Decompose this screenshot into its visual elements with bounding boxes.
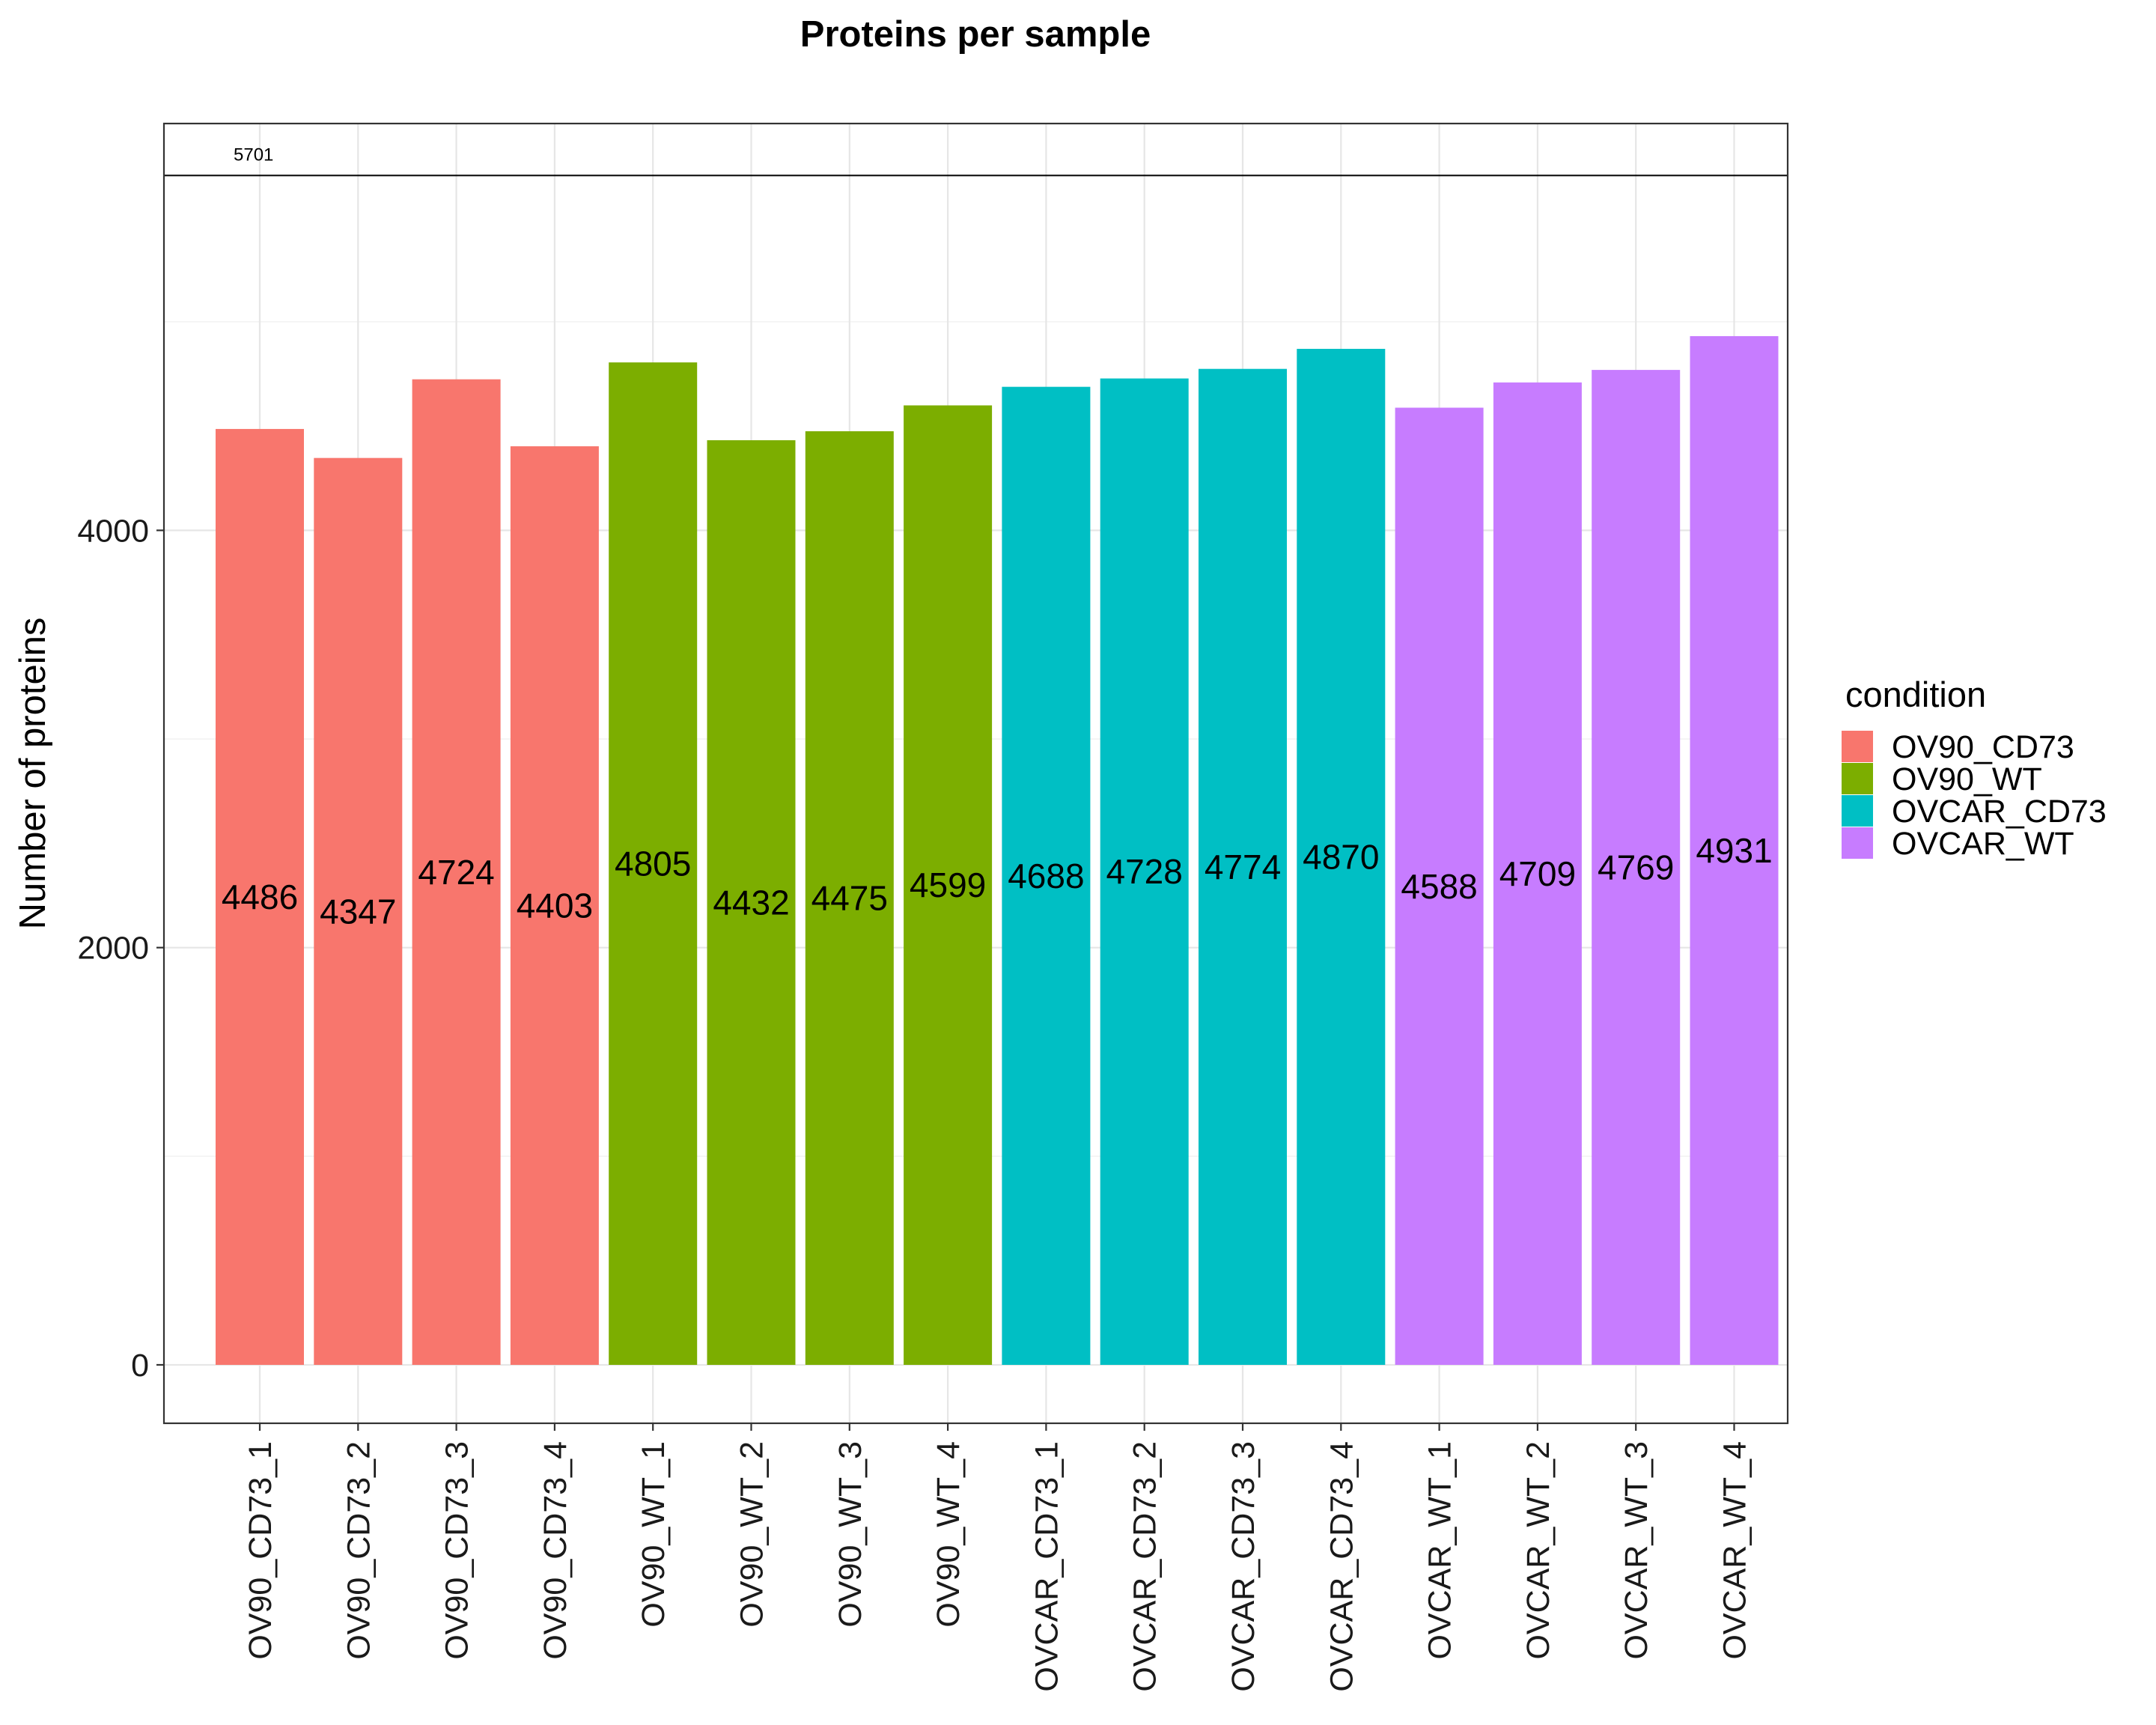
reference-line-label: 5701	[234, 144, 273, 165]
chart-title: Proteins per sample	[800, 14, 1151, 55]
y-tick-label: 2000	[77, 931, 149, 967]
bar-value-label: 4403	[517, 886, 593, 925]
plot-panel-border	[162, 122, 1789, 1425]
bar	[1592, 370, 1681, 1365]
bar-value-label: 4709	[1499, 854, 1576, 893]
bar-value-label: 4588	[1401, 867, 1477, 906]
bar-value-label: 4870	[1303, 837, 1379, 876]
legend-label: OV90_CD73	[1892, 729, 2074, 765]
legend-key	[1842, 731, 1873, 762]
bar-value-label: 4769	[1598, 848, 1674, 887]
x-tick-label: OV90_WT_2	[734, 1441, 770, 1628]
bar	[1395, 407, 1484, 1365]
bar	[707, 439, 796, 1365]
bar-value-label: 4432	[713, 883, 789, 922]
bar-value-label: 4728	[1106, 852, 1183, 891]
bar-value-label: 4347	[320, 892, 396, 931]
bar	[1493, 382, 1582, 1365]
bar	[904, 405, 993, 1365]
x-tick-label: OV90_CD73_3	[439, 1441, 475, 1660]
x-axis: OV90_CD73_1 OV90_CD73_2 OV90_CD73_3 OV90_CD…	[243, 1423, 1753, 1692]
bar-value-label: 4805	[615, 845, 691, 883]
x-tick-label: OVCAR_WT_2	[1520, 1441, 1556, 1660]
legend-key	[1842, 827, 1873, 859]
bar	[609, 362, 698, 1365]
bar	[216, 428, 304, 1365]
y-tick-label: 0	[131, 1348, 149, 1384]
x-tick-label: OV90_WT_3	[832, 1441, 868, 1628]
x-tick-label: OV90_CD73_1	[243, 1441, 278, 1660]
x-tick-label: OVCAR_CD73_1	[1029, 1441, 1065, 1692]
bar-value-label: 4599	[910, 865, 986, 904]
legend-label: OVCAR_CD73	[1892, 794, 2107, 830]
legend-key	[1842, 763, 1873, 794]
bar-value-label: 4475	[811, 878, 888, 917]
x-tick-label: OVCAR_WT_3	[1618, 1441, 1654, 1660]
legend-label: OVCAR_WT	[1892, 826, 2074, 862]
y-axis-title: Number of proteins	[13, 618, 53, 930]
x-tick-label: OVCAR_WT_4	[1717, 1441, 1753, 1660]
y-tick-label: 4000	[77, 513, 149, 549]
x-tick-label: OVCAR_CD73_3	[1225, 1441, 1261, 1692]
x-tick-label: OV90_WT_4	[931, 1441, 966, 1628]
bar	[805, 431, 894, 1365]
x-tick-label: OV90_WT_1	[636, 1441, 672, 1628]
value-labels: 4486 4347 4724 4403 4805 4432 4475 4599 4688 4728…	[222, 831, 1773, 931]
x-tick-label: OV90_CD73_2	[341, 1441, 377, 1660]
bar-value-label: 4724	[418, 853, 494, 892]
bar	[1297, 348, 1386, 1365]
bar	[1100, 378, 1189, 1365]
bar	[1690, 335, 1779, 1365]
x-tick-label: OVCAR_CD73_4	[1324, 1441, 1359, 1692]
x-tick-label: OV90_CD73_4	[538, 1441, 573, 1660]
legend-title: condition	[1845, 675, 1986, 714]
bar	[1199, 368, 1287, 1365]
bar-value-label: 4688	[1008, 857, 1084, 895]
bars	[216, 335, 1779, 1365]
x-tick-label: OVCAR_WT_1	[1422, 1441, 1458, 1660]
y-axis: 0 2000 4000	[77, 513, 164, 1384]
legend: condition OV90_CD73OV90_WTOVCAR_CD73OVCA…	[1842, 675, 2107, 862]
bar-value-label: 4486	[222, 877, 298, 916]
bar-value-label: 4931	[1696, 831, 1772, 870]
reference-line: 5701	[164, 144, 1788, 177]
bar	[1002, 386, 1091, 1365]
legend-key	[1842, 795, 1873, 827]
bar	[412, 379, 501, 1365]
bar	[314, 457, 403, 1365]
bar-value-label: 4774	[1205, 848, 1281, 886]
legend-label: OV90_WT	[1892, 761, 2042, 797]
x-tick-label: OVCAR_CD73_2	[1127, 1441, 1163, 1692]
bar	[510, 446, 599, 1365]
